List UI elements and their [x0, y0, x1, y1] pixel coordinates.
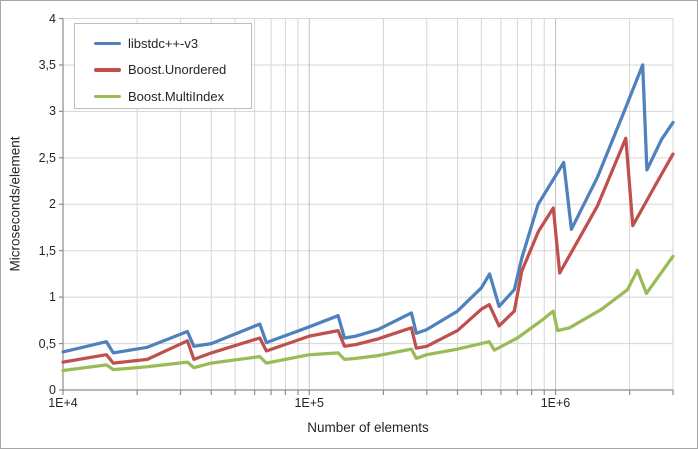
series-line-boost-multiindex [61, 254, 675, 373]
x-tick-label: 1E+5 [294, 396, 325, 410]
legend: libstdc++-v3 Boost.Unordered Boost.MultiIn… [74, 23, 252, 109]
legend-line-swatch-icon [94, 41, 121, 45]
legend-item-libstdc-v3: libstdc++-v3 [75, 30, 251, 57]
y-tick-label: 1,5 [38, 243, 56, 258]
legend-label: Boost.MultiIndex [128, 88, 225, 104]
legend-item-boost-multiindex: Boost.MultiIndex [75, 83, 251, 110]
legend-line-swatch-icon [94, 94, 121, 98]
x-tick-label: 1E+4 [48, 396, 78, 410]
y-tick-label: 2 [49, 197, 56, 211]
legend-item-boost-unordered: Boost.Unordered [75, 57, 251, 84]
legend-line-swatch-icon [94, 68, 121, 72]
series-line-boost-unordered [61, 136, 675, 365]
y-tick-label: 1 [49, 289, 56, 304]
legend-label: Boost.Unordered [128, 62, 227, 78]
y-tick-label: 0 [49, 382, 56, 397]
y-tick-label: 4 [49, 11, 56, 26]
y-tick-label: 3,5 [38, 57, 56, 72]
y-tick-label: 0,5 [38, 336, 56, 351]
series-line-libstdc-v3 [61, 63, 675, 355]
x-axis-title: Number of elements [307, 420, 429, 435]
legend-label: libstdc++-v3 [128, 35, 199, 51]
x-tick-label: 1E+6 [540, 396, 571, 410]
y-tick-label: 3 [49, 104, 56, 119]
y-tick-label: 2,5 [38, 150, 56, 165]
